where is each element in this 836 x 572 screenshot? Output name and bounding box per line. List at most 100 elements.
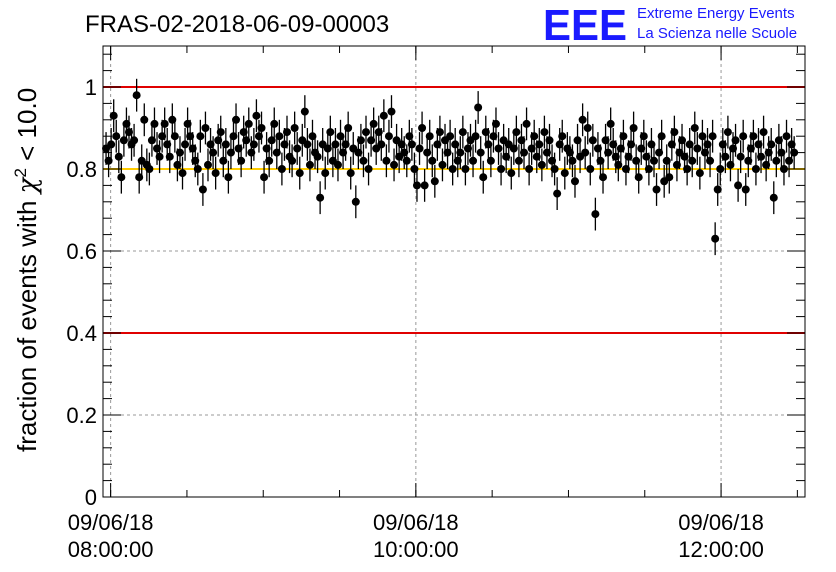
- data-point: [316, 193, 325, 202]
- data-point: [772, 156, 781, 165]
- data-point: [540, 128, 549, 137]
- data-point: [683, 165, 692, 173]
- data-point: [435, 128, 444, 137]
- data-point: [550, 165, 559, 173]
- data-point: [741, 185, 750, 194]
- x-tick-label-date: 09/06/18: [373, 510, 459, 535]
- data-point: [568, 156, 577, 165]
- data-point: [313, 152, 322, 161]
- data-point: [283, 128, 292, 137]
- data-point: [491, 119, 500, 128]
- data-point: [708, 132, 717, 141]
- data-point: [779, 165, 788, 173]
- data-point: [688, 156, 697, 165]
- data-point: [333, 160, 342, 169]
- axes: 00.20.40.60.8109/06/1808:00:0009/06/1810…: [66, 46, 805, 562]
- data-point: [474, 103, 483, 112]
- data-point: [114, 152, 123, 161]
- data-point: [545, 136, 554, 145]
- data-point: [639, 132, 648, 141]
- data-point: [193, 165, 202, 173]
- data-point: [695, 169, 704, 178]
- data-point: [216, 128, 225, 137]
- data-point: [295, 169, 304, 178]
- data-point: [537, 160, 546, 169]
- data-point: [130, 136, 139, 145]
- data-points: [102, 78, 799, 256]
- y-axis-label-exponent: 2: [11, 168, 30, 177]
- y-tick-label: 1: [85, 75, 97, 100]
- data-point: [265, 156, 274, 165]
- data-point: [586, 165, 595, 173]
- data-point: [591, 210, 600, 219]
- data-point: [525, 165, 534, 173]
- data-point: [581, 148, 590, 157]
- y-tick-label: 0: [85, 485, 97, 510]
- x-tick-label-time: 12:00:00: [678, 537, 764, 562]
- data-point: [369, 119, 378, 128]
- data-point: [769, 193, 778, 202]
- y-tick-label: 0.6: [66, 239, 97, 264]
- data-point: [181, 140, 190, 149]
- data-point: [736, 152, 745, 161]
- data-point: [570, 177, 579, 186]
- data-point: [619, 132, 628, 141]
- y-axis-label: fraction of events with χ2 < 10.0: [11, 88, 43, 452]
- data-point: [716, 165, 725, 173]
- data-point: [170, 132, 179, 141]
- data-point: [364, 165, 373, 173]
- data-point: [293, 144, 302, 153]
- y-axis-label-symbol: χ: [13, 175, 43, 195]
- data-point: [629, 124, 638, 132]
- y-tick-label: 0.8: [66, 157, 97, 182]
- logo-line2: La Scienza nelle Scuole: [637, 25, 797, 42]
- data-point: [402, 156, 411, 165]
- data-point: [535, 140, 544, 149]
- data-point: [497, 165, 506, 173]
- data-point: [644, 165, 653, 173]
- data-point: [175, 148, 184, 157]
- eee-logo: EEE Extreme Energy Events La Scienza nel…: [543, 1, 797, 50]
- data-point: [749, 132, 758, 141]
- data-point: [790, 148, 799, 157]
- data-point: [305, 160, 314, 169]
- x-tick-label-date: 09/06/18: [678, 510, 764, 535]
- data-point: [237, 156, 246, 165]
- data-point: [379, 111, 388, 120]
- data-point: [209, 148, 218, 157]
- data-point: [356, 136, 365, 145]
- data-point: [757, 152, 766, 161]
- data-point: [553, 189, 562, 198]
- data-point: [739, 132, 748, 141]
- data-point: [634, 173, 643, 182]
- data-point: [751, 165, 760, 173]
- data-point: [288, 156, 297, 165]
- data-point: [693, 144, 702, 153]
- data-point: [331, 140, 340, 149]
- data-point: [232, 115, 241, 124]
- logo-mark: EEE: [543, 1, 627, 50]
- data-point: [560, 169, 569, 178]
- data-point: [690, 124, 699, 132]
- data-point: [377, 140, 386, 149]
- data-point: [257, 124, 266, 132]
- data-point: [604, 148, 613, 157]
- data-point: [160, 119, 169, 128]
- data-point: [300, 107, 309, 116]
- plot-frame: [102, 45, 806, 498]
- data-point: [734, 181, 743, 190]
- data-point: [201, 124, 210, 132]
- data-point: [211, 169, 220, 178]
- data-point: [446, 132, 455, 141]
- data-point: [456, 148, 465, 157]
- y-tick-label: 0.2: [66, 403, 97, 428]
- data-point: [326, 128, 335, 137]
- data-point: [458, 128, 467, 137]
- data-point: [471, 132, 480, 141]
- data-point: [155, 152, 164, 161]
- data-point: [721, 152, 730, 161]
- x-tick-label-time: 10:00:00: [373, 537, 459, 562]
- data-point: [479, 173, 488, 182]
- chart-title: FRAS-02-2018-06-09-00003: [85, 11, 389, 38]
- data-point: [145, 165, 154, 173]
